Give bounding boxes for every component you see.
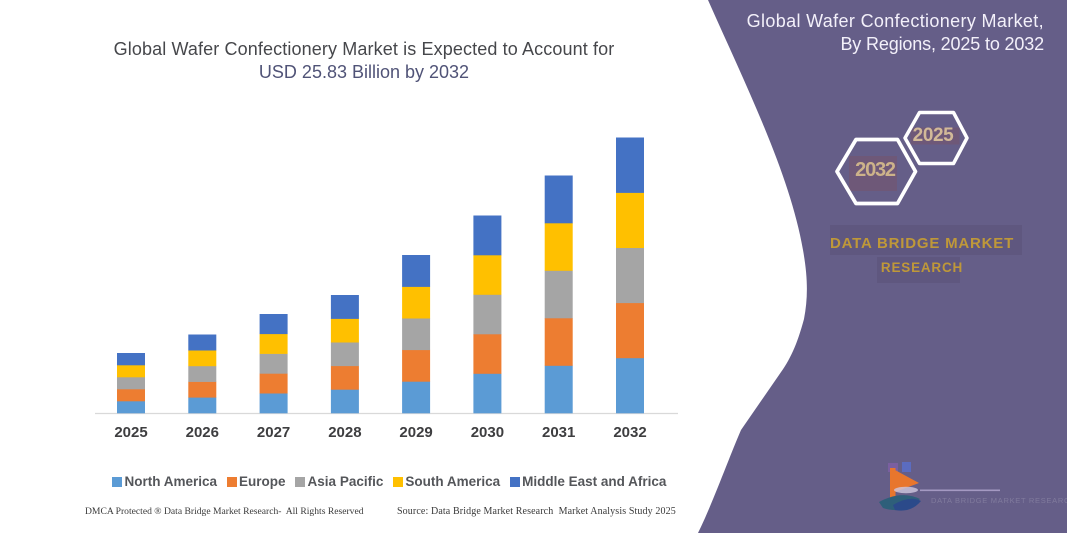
- svg-text:DATA BRIDGE MARKET RESEARCH: DATA BRIDGE MARKET RESEARCH: [931, 496, 1067, 505]
